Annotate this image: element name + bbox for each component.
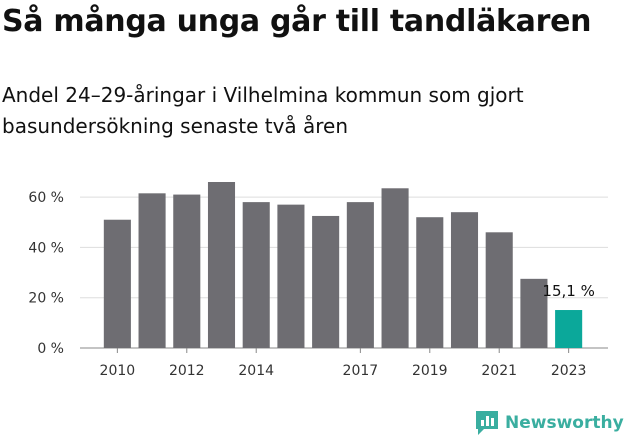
bar — [381, 188, 409, 348]
y-tick-label: 40 % — [28, 240, 64, 256]
bar — [416, 217, 444, 348]
bar-data-label: 15,1 % — [542, 282, 594, 300]
y-tick-label: 0 % — [37, 341, 64, 357]
y-tick-label: 20 % — [28, 291, 64, 307]
bar — [207, 182, 236, 348]
bar — [173, 194, 201, 348]
bar — [103, 219, 131, 348]
x-tick-label: 2017 — [343, 363, 379, 379]
bar — [520, 278, 548, 348]
x-tick-label: 2014 — [238, 363, 274, 379]
chart-subtitle: Andel 24–29-åringar i Vilhelmina kommun … — [2, 83, 524, 138]
x-tick-label: 2012 — [169, 363, 205, 379]
bar — [450, 212, 479, 348]
x-tick-label: 2021 — [481, 363, 517, 379]
bar — [555, 310, 583, 348]
newsworthy-logo: Newsworthy — [474, 408, 624, 438]
y-tick-label: 60 % — [28, 190, 64, 206]
x-tick-label: 2019 — [412, 363, 448, 379]
newsworthy-chart-icon — [476, 411, 498, 435]
bar — [346, 202, 374, 348]
bar — [138, 193, 166, 348]
bar — [277, 204, 305, 348]
bar-chart: 0 % 20 % 40 % 60 % 15,1 % 2010 2012 2014 2017 201… — [28, 182, 608, 379]
bar — [242, 202, 270, 348]
bar — [485, 232, 513, 348]
chart-title: Så många unga går till tandläkaren — [2, 4, 592, 39]
x-tick-label: 2010 — [100, 363, 136, 379]
bar — [312, 215, 340, 348]
x-tick-label: 2023 — [551, 363, 587, 379]
brand-name: Newsworthy — [505, 413, 624, 433]
